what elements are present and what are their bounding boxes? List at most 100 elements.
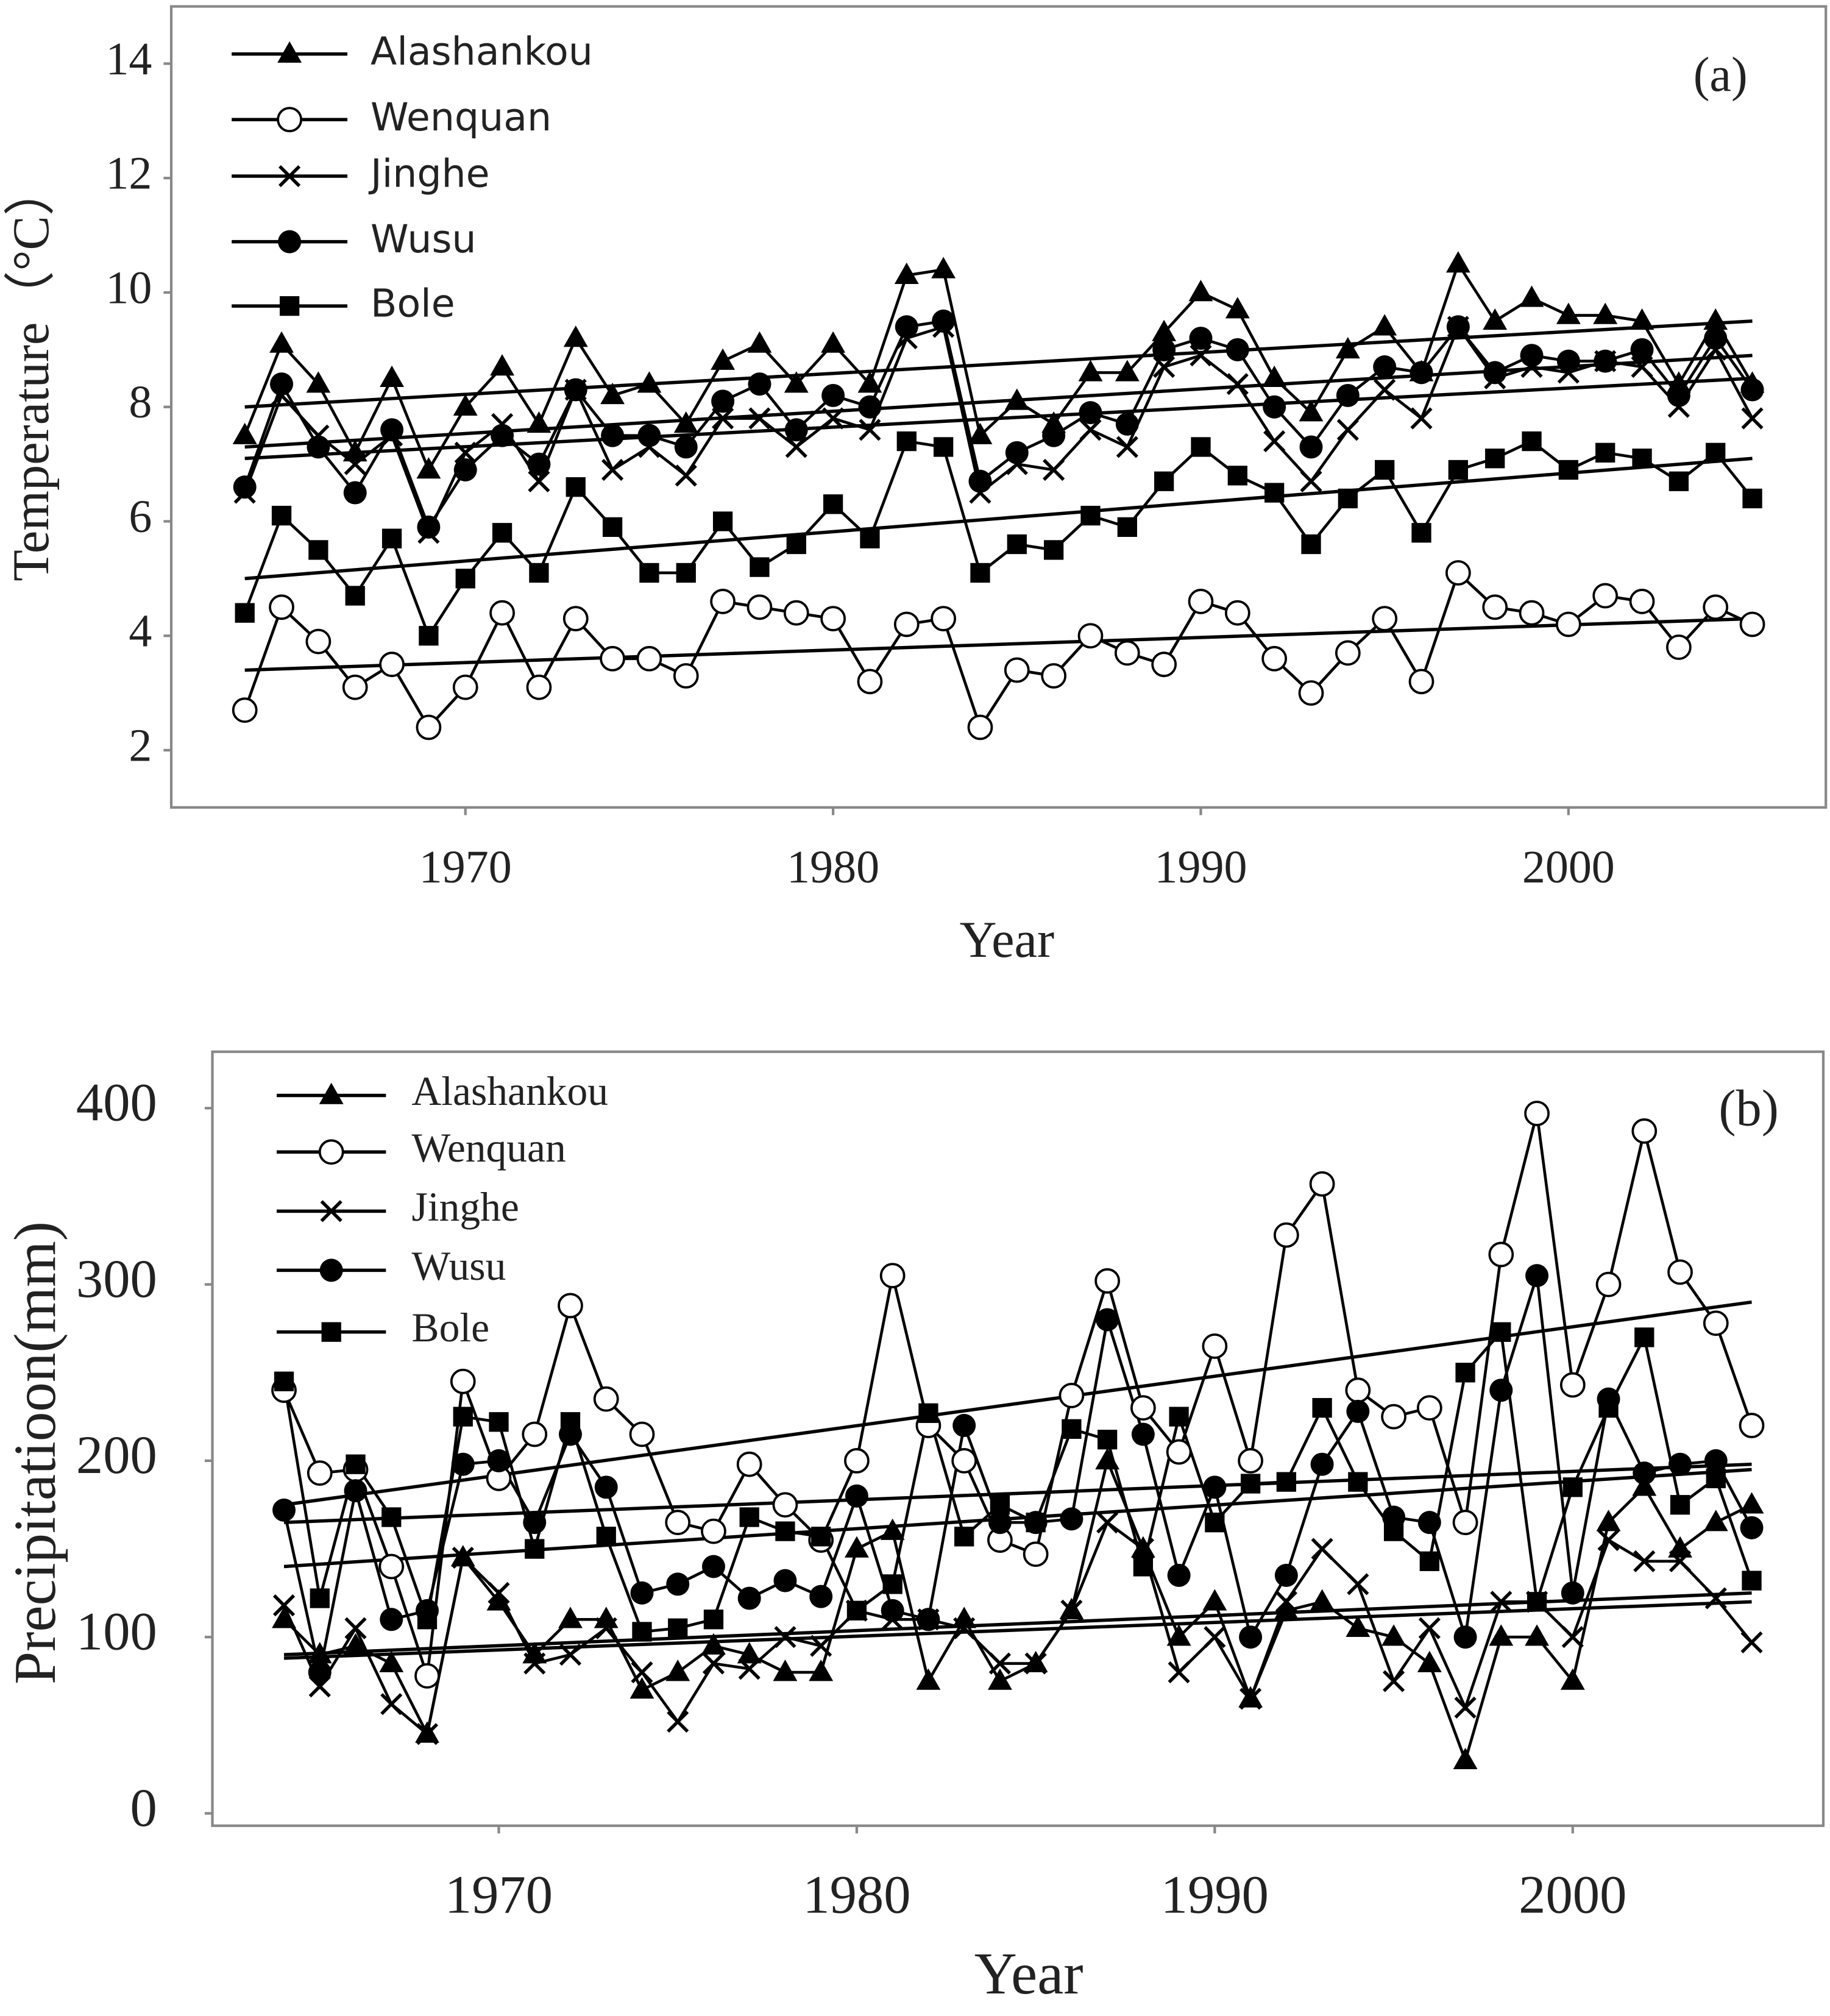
- marker-circle: [711, 389, 735, 413]
- marker-open-circle: [1238, 1448, 1263, 1474]
- marker-triangle: [1188, 280, 1213, 302]
- marker-circle: [1299, 435, 1323, 459]
- marker-triangle: [1703, 308, 1728, 330]
- marker-open-circle: [1482, 594, 1508, 620]
- marker-circle: [1561, 1581, 1584, 1605]
- marker-cross: [1300, 470, 1322, 492]
- marker-open-circle: [857, 669, 883, 695]
- marker-square: [750, 557, 770, 577]
- marker-triangle: [1225, 297, 1250, 319]
- marker-circle: [773, 1569, 797, 1592]
- marker-triangle: [1668, 1536, 1692, 1558]
- y-tick-label: 14: [105, 34, 152, 85]
- marker-circle: [380, 1608, 403, 1631]
- marker-open-circle: [1345, 1377, 1371, 1404]
- marker-circle: [1740, 1516, 1764, 1539]
- marker-square: [1133, 1556, 1154, 1577]
- marker-open-circle: [665, 1510, 691, 1536]
- x-tick-label: 1980: [787, 842, 879, 893]
- marker-cross: [953, 1617, 976, 1639]
- marker-open-circle: [1094, 1268, 1121, 1294]
- marker-circle: [917, 1608, 940, 1631]
- x-tick-label: 1990: [1155, 842, 1247, 893]
- marker-triangle: [486, 1589, 511, 1611]
- marker-square: [566, 477, 586, 497]
- marker-square: [1742, 488, 1762, 509]
- marker-triangle: [1335, 336, 1360, 359]
- marker-circle: [319, 1258, 343, 1282]
- marker-circle: [1131, 1422, 1155, 1446]
- marker-circle: [1483, 361, 1507, 385]
- marker-cross: [1168, 1661, 1190, 1684]
- marker-circle: [1630, 338, 1654, 361]
- marker-triangle: [630, 1677, 654, 1699]
- marker-open-circle: [277, 107, 303, 133]
- marker-circle: [1060, 1507, 1083, 1531]
- marker-open-circle: [1114, 640, 1140, 666]
- marker-square: [639, 563, 659, 583]
- marker-circle: [487, 1449, 511, 1472]
- marker-square: [1706, 442, 1726, 463]
- marker-square: [703, 1610, 724, 1630]
- marker-square: [1117, 517, 1137, 538]
- marker-square: [970, 563, 990, 583]
- marker-square: [271, 505, 292, 526]
- marker-cross: [1597, 1529, 1620, 1552]
- marker-circle: [451, 1452, 475, 1476]
- marker-square: [1348, 1472, 1368, 1492]
- plot-frame: [211, 1050, 1825, 1827]
- marker-square: [1227, 466, 1247, 486]
- x-tick-label: 2000: [1522, 842, 1615, 893]
- marker-square: [1558, 460, 1578, 480]
- marker-triangle: [1078, 360, 1103, 382]
- marker-triangle: [490, 354, 515, 376]
- trend-line: [244, 617, 1753, 672]
- marker-square: [1491, 1322, 1511, 1342]
- marker-triangle: [1262, 365, 1287, 388]
- legend-label: Jinghe: [412, 1184, 519, 1230]
- marker-circle: [1740, 378, 1764, 402]
- x-tick-label: 1990: [1161, 1865, 1269, 1925]
- marker-triangle: [773, 1659, 798, 1681]
- marker-cross: [810, 1634, 832, 1657]
- marker-square: [1455, 1363, 1475, 1383]
- marker-square: [1312, 1397, 1332, 1418]
- marker-open-circle: [1559, 1372, 1586, 1398]
- marker-open-circle: [1166, 1439, 1192, 1465]
- marker-open-circle: [879, 1263, 906, 1289]
- marker-square: [596, 1527, 616, 1547]
- marker-open-circle: [1335, 640, 1361, 666]
- marker-open-circle: [1667, 1259, 1693, 1285]
- marker-square: [1634, 1327, 1654, 1347]
- marker-cross: [988, 1652, 1011, 1675]
- marker-triangle: [1560, 1668, 1585, 1690]
- marker-open-circle: [1703, 594, 1729, 620]
- marker-cross: [1263, 430, 1286, 453]
- y-tick-label: 100: [76, 1602, 157, 1662]
- marker-open-circle: [1665, 634, 1692, 660]
- marker-cross: [1204, 1626, 1226, 1649]
- y-axis-label: Temperature（°C）: [3, 165, 60, 581]
- marker-cross: [1740, 1631, 1763, 1653]
- marker-open-circle: [844, 1448, 870, 1474]
- marker-square: [308, 540, 328, 560]
- marker-square: [1411, 523, 1431, 543]
- marker-open-circle: [305, 628, 332, 655]
- y-tick-label: 4: [129, 606, 152, 657]
- marker-open-circle: [416, 714, 442, 740]
- marker-square: [346, 1454, 366, 1474]
- marker-square: [1669, 471, 1689, 491]
- marker-square: [1080, 505, 1101, 526]
- marker-square: [1169, 1407, 1189, 1427]
- marker-triangle: [1166, 1624, 1191, 1646]
- marker-square: [811, 1527, 831, 1547]
- marker-triangle: [968, 422, 993, 444]
- x-tick-label: 1970: [445, 1865, 553, 1925]
- marker-cross: [1024, 1652, 1047, 1675]
- marker-circle: [1152, 338, 1176, 361]
- marker-cross: [859, 419, 881, 441]
- marker-triangle: [987, 1668, 1012, 1690]
- marker-open-circle: [951, 1448, 977, 1474]
- marker-circle: [666, 1572, 690, 1596]
- marker-circle: [1239, 1625, 1263, 1649]
